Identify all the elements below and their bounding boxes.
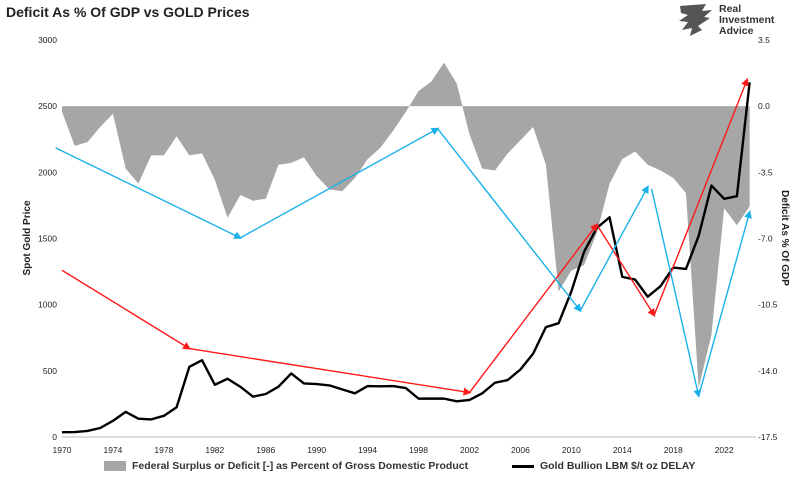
chart-title: Deficit As % Of GDP vs GOLD Prices (6, 4, 250, 20)
x-tick-label: 1986 (256, 445, 275, 455)
red-trend-arrow (653, 77, 749, 316)
gold-line-layer (61, 82, 751, 434)
red-trend-arrow (468, 223, 599, 393)
gold-price-line (61, 82, 751, 434)
y-tick-label: 1500 (38, 234, 57, 244)
x-tick-label: 1990 (307, 445, 326, 455)
red-trend-arrow (189, 347, 472, 396)
y-tick-label: 3000 (38, 35, 57, 45)
y2-tick-label: 3.5 (758, 35, 770, 45)
y-tick-label: 1000 (38, 300, 57, 310)
y2-tick-label: -7.0 (758, 234, 773, 244)
legend-line-swatch (512, 464, 534, 468)
x-tick-label: 2010 (562, 445, 581, 455)
y-tick-label: 0 (52, 432, 57, 442)
logo-line-1: Real (719, 3, 742, 15)
x-tick-label: 1970 (53, 445, 72, 455)
y-tick-label: 2000 (38, 167, 57, 177)
eagle-icon (679, 4, 712, 36)
blue-trend-arrow (698, 210, 752, 397)
blue-trend-arrow (650, 188, 702, 398)
y2-tick-label: -17.5 (758, 432, 778, 442)
red-trend-arrow (596, 224, 656, 317)
tick-labels-layer: 1970 1974 1978 1982 1986 1990 1994 1998 2002 2006… (38, 35, 778, 455)
logo-line-3: Advice (719, 25, 754, 37)
blue-trend-arrow (579, 185, 649, 311)
y2-axis-label: Deficit As % Of GDP (779, 190, 790, 286)
blue-trend-arrow (55, 147, 243, 239)
x-tick-label: 2006 (511, 445, 530, 455)
x-tick-label: 2002 (460, 445, 479, 455)
x-tick-label: 1994 (358, 445, 377, 455)
legend-area-label: Federal Surplus or Deficit [-] as Percen… (132, 460, 469, 472)
logo-line-2: Investment (719, 14, 775, 26)
red-trend-arrow (61, 269, 192, 350)
brand-logo: Real Investment Advice (676, 2, 791, 40)
x-tick-label: 2014 (613, 445, 632, 455)
y2-tick-label: -10.5 (758, 300, 778, 310)
x-tick-label: 2018 (664, 445, 683, 455)
y2-tick-label: -3.5 (758, 167, 773, 177)
y2-tick-label: 0.0 (758, 101, 770, 111)
x-tick-label: 1998 (409, 445, 428, 455)
legend-line-label: Gold Bullion LBM $/t oz DELAY (540, 460, 696, 472)
blue-trend-arrow (239, 127, 440, 239)
blue-trend-arrow (437, 128, 582, 313)
legend-line-entry: Gold Bullion LBM $/t oz DELAY (512, 460, 695, 472)
x-tick-label: 1978 (154, 445, 173, 455)
x-tick-label: 1982 (205, 445, 224, 455)
arrow-annotations-layer (55, 77, 752, 398)
legend-area-entry: Federal Surplus or Deficit [-] as Percen… (104, 460, 468, 472)
deficit-area (62, 62, 750, 388)
y-tick-label: 500 (43, 366, 57, 376)
y-tick-label: 2500 (38, 101, 57, 111)
x-tick-label: 1974 (103, 445, 122, 455)
y-axis-label: Spot Gold Price (22, 200, 33, 275)
x-tick-label: 2022 (715, 445, 734, 455)
y2-tick-label: -14.0 (758, 366, 778, 376)
deficit-area-layer (62, 62, 750, 388)
legend-area-swatch (104, 461, 126, 471)
